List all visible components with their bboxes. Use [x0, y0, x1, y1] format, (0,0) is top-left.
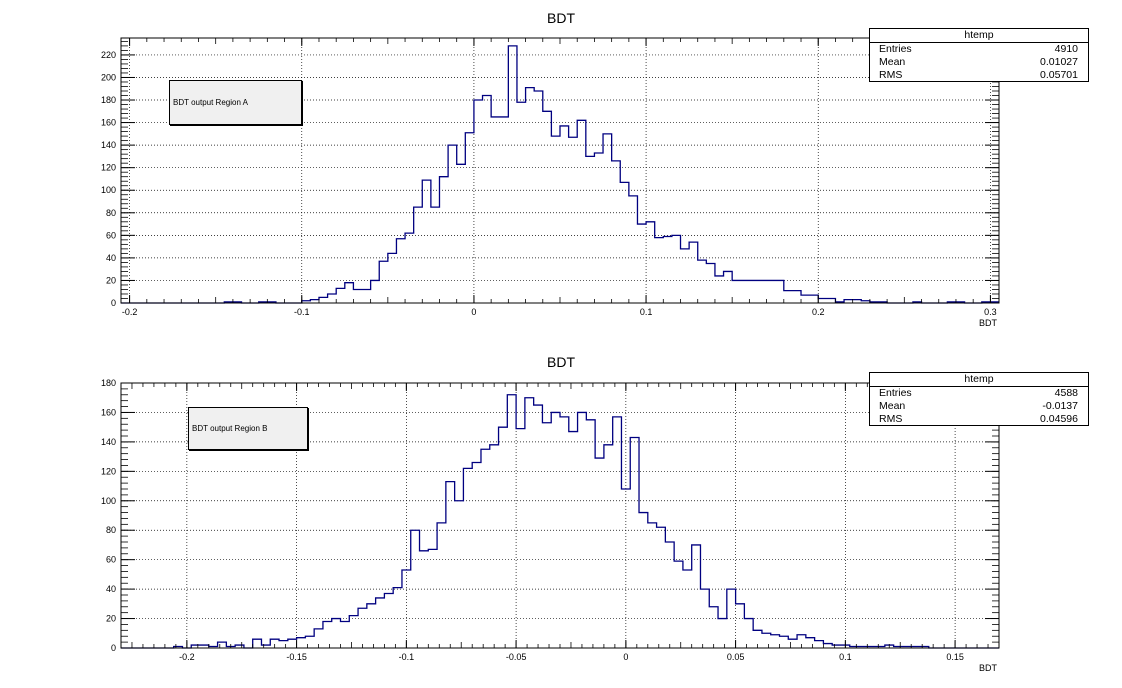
y-tick-label: 180 [101, 378, 116, 388]
x-axis-label: BDT [979, 663, 998, 673]
y-tick-label: 40 [106, 253, 116, 263]
region-a-label-box: BDT output Region A [169, 80, 302, 125]
stats-entries-value: 4910 [1054, 43, 1078, 55]
x-tick-label: 0 [471, 307, 476, 317]
stats-box-region-a: htemp Entries 4910 Mean 0.01027 RMS 0.05701 [869, 28, 1089, 82]
stats-mean-label: Mean [879, 400, 906, 412]
y-tick-label: 160 [101, 407, 116, 417]
y-tick-label: 140 [101, 140, 116, 150]
x-tick-label: -0.2 [179, 652, 195, 662]
x-tick-label: 0.2 [812, 307, 825, 317]
y-tick-label: 80 [106, 208, 116, 218]
stats-entries-value: 4588 [1054, 387, 1078, 399]
x-tick-label: 0.3 [984, 307, 997, 317]
x-tick-label: -0.2 [122, 307, 138, 317]
histogram-panel-region-b: BDT BDT -0.2 -0.15 -0.1 -0.05 0 0.05 0.1 0.15 0 2… [101, 354, 1000, 673]
stats-rms-label: RMS [879, 69, 903, 81]
x-tick-label: -0.1 [399, 652, 415, 662]
stats-mean-value: 0.01027 [1040, 56, 1078, 68]
histogram-panel-region-a: BDT BDT -0.2 -0.1 0 0.1 0.2 0.3 0 20 40 60 80 100 12… [101, 10, 1000, 328]
x-tick-label: -0.15 [286, 652, 307, 662]
stats-box-region-b: htemp Entries 4588 Mean -0.0137 RMS 0.04596 [869, 372, 1089, 426]
stats-box-title: htemp [870, 29, 1088, 43]
x-tick-label: 0.1 [839, 652, 852, 662]
y-tick-label: 80 [106, 525, 116, 535]
stats-mean-value: -0.0137 [1042, 400, 1078, 412]
y-tick-label: 0 [111, 298, 116, 308]
y-tick-label: 120 [101, 466, 116, 476]
x-tick-label: 0.1 [640, 307, 653, 317]
y-tick-label: 120 [101, 163, 116, 173]
y-tick-label: 180 [101, 95, 116, 105]
y-tick-label: 160 [101, 118, 116, 128]
y-tick-label: 20 [106, 275, 116, 285]
stats-rms-value: 0.05701 [1040, 69, 1078, 81]
x-axis-label: BDT [979, 318, 998, 328]
y-tick-label: 60 [106, 230, 116, 240]
y-tick-label: 0 [111, 643, 116, 653]
stats-mean-label: Mean [879, 56, 906, 68]
y-tick-label: 200 [101, 72, 116, 82]
stats-rms-label: RMS [879, 413, 903, 425]
x-tick-label: 0.05 [727, 652, 745, 662]
x-tick-label: 0.15 [946, 652, 964, 662]
y-tick-label: 100 [101, 496, 116, 506]
chart-title: BDT [547, 354, 575, 370]
stats-box-title: htemp [870, 373, 1088, 387]
y-tick-label: 60 [106, 555, 116, 565]
stats-entries-label: Entries [879, 43, 912, 55]
stats-rms-value: 0.04596 [1040, 413, 1078, 425]
y-tick-label: 140 [101, 437, 116, 447]
x-tick-label: -0.1 [294, 307, 310, 317]
y-tick-label: 40 [106, 584, 116, 594]
region-b-label-box: BDT output Region B [188, 407, 308, 450]
chart-title: BDT [547, 10, 575, 26]
x-tick-label: 0 [623, 652, 628, 662]
x-tick-label: -0.05 [506, 652, 527, 662]
stats-entries-label: Entries [879, 387, 912, 399]
y-tick-label: 20 [106, 614, 116, 624]
y-tick-label: 220 [101, 50, 116, 60]
histogram-line [121, 394, 999, 649]
y-tick-label: 100 [101, 185, 116, 195]
